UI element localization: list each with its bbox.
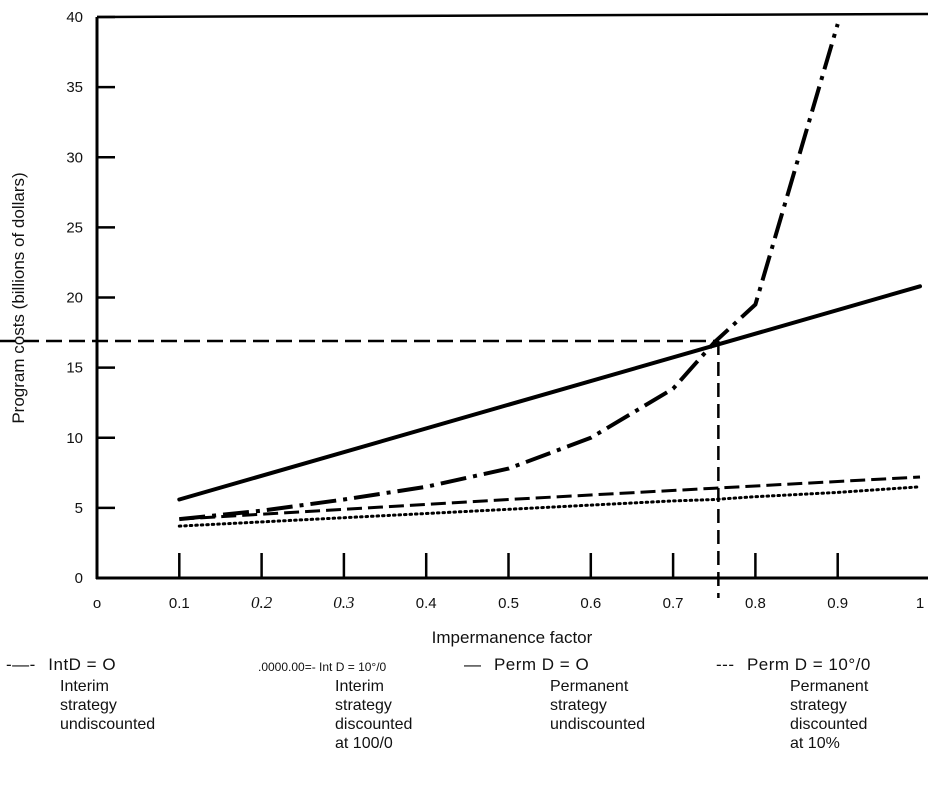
x-tick-label: 0.6 <box>580 595 601 612</box>
y-tick-label: 35 <box>66 79 83 96</box>
y-tick-label: 0 <box>75 570 83 587</box>
legend-description: Permanent strategy discounted at 10% <box>790 678 869 752</box>
top-border-line <box>96 12 928 19</box>
y-tick-label: 15 <box>66 360 83 377</box>
legend-item-interim-discounted: .0000.00=- Int D = 10°/0 Interim strateg… <box>258 655 412 752</box>
chart: o 0.1 0.2 0.3 0.4 0.5 0.6 0.7 0.8 0.9 105101520253… <box>0 9 928 647</box>
axes <box>95 12 928 580</box>
tick-labels: o 0.1 0.2 0.3 0.4 0.5 0.6 0.7 0.8 0.9 105101520253… <box>66 9 924 612</box>
legend-marker: -—- <box>6 655 36 674</box>
legend-description: Permanent strategy undiscounted <box>550 678 646 733</box>
series-line-intd-o <box>179 23 840 522</box>
y-tick-label: 10 <box>66 430 83 447</box>
y-tick-label: 25 <box>66 219 83 236</box>
legend-label: .0000.00=- Int D = 10°/0 <box>258 660 387 674</box>
y-tick-label: 20 <box>66 290 83 307</box>
series-line-perm-d-10-0 <box>179 475 921 521</box>
legend: -—- IntD = O Interim strategy undiscount… <box>0 655 928 802</box>
x-tick-label: 0.4 <box>416 595 437 612</box>
reference-lines <box>0 339 720 598</box>
x-tick-label: 0.9 <box>827 595 848 612</box>
legend-description: Interim strategy discounted at 100/0 <box>335 678 413 752</box>
legend-description: Interim strategy undiscounted <box>60 678 156 733</box>
y-tick-label: 5 <box>75 500 83 517</box>
y-tick-label: 40 <box>66 9 83 26</box>
x-tick-label: o <box>93 595 101 612</box>
x-tick-label: 0.7 <box>663 595 684 612</box>
x-tick-label: 0.3 <box>333 593 354 612</box>
legend-marker: — <box>464 655 482 674</box>
x-tick-label: 1 <box>916 595 924 612</box>
y-axis-title: Program costs (billions of dollars) <box>9 172 28 423</box>
legend-item-permanent-discounted: --- Perm D = 10°/0 Permanent strategy di… <box>716 655 871 752</box>
series-line-int-d-10-0 <box>177 485 922 528</box>
y-tick-label: 30 <box>66 149 83 166</box>
legend-item-interim-undiscounted: -—- IntD = O Interim strategy undiscount… <box>6 655 155 733</box>
series-line-perm-d-o <box>177 284 922 502</box>
legend-item-permanent-undiscounted: — Perm D = O Permanent strategy undiscou… <box>464 655 645 733</box>
x-tick-label: 0.8 <box>745 595 766 612</box>
legend-marker: --- <box>716 655 735 674</box>
x-axis-title: Impermanence factor <box>432 628 593 647</box>
x-tick-label: 0.5 <box>498 595 519 612</box>
legend-label: IntD = O <box>48 655 117 674</box>
x-tick-label: 0.2 <box>251 593 273 612</box>
x-tick-label: 0.1 <box>169 595 190 612</box>
series-lines <box>177 23 922 528</box>
legend-label: Perm D = 10°/0 <box>746 655 871 674</box>
legend-label: Perm D = O <box>493 655 590 674</box>
